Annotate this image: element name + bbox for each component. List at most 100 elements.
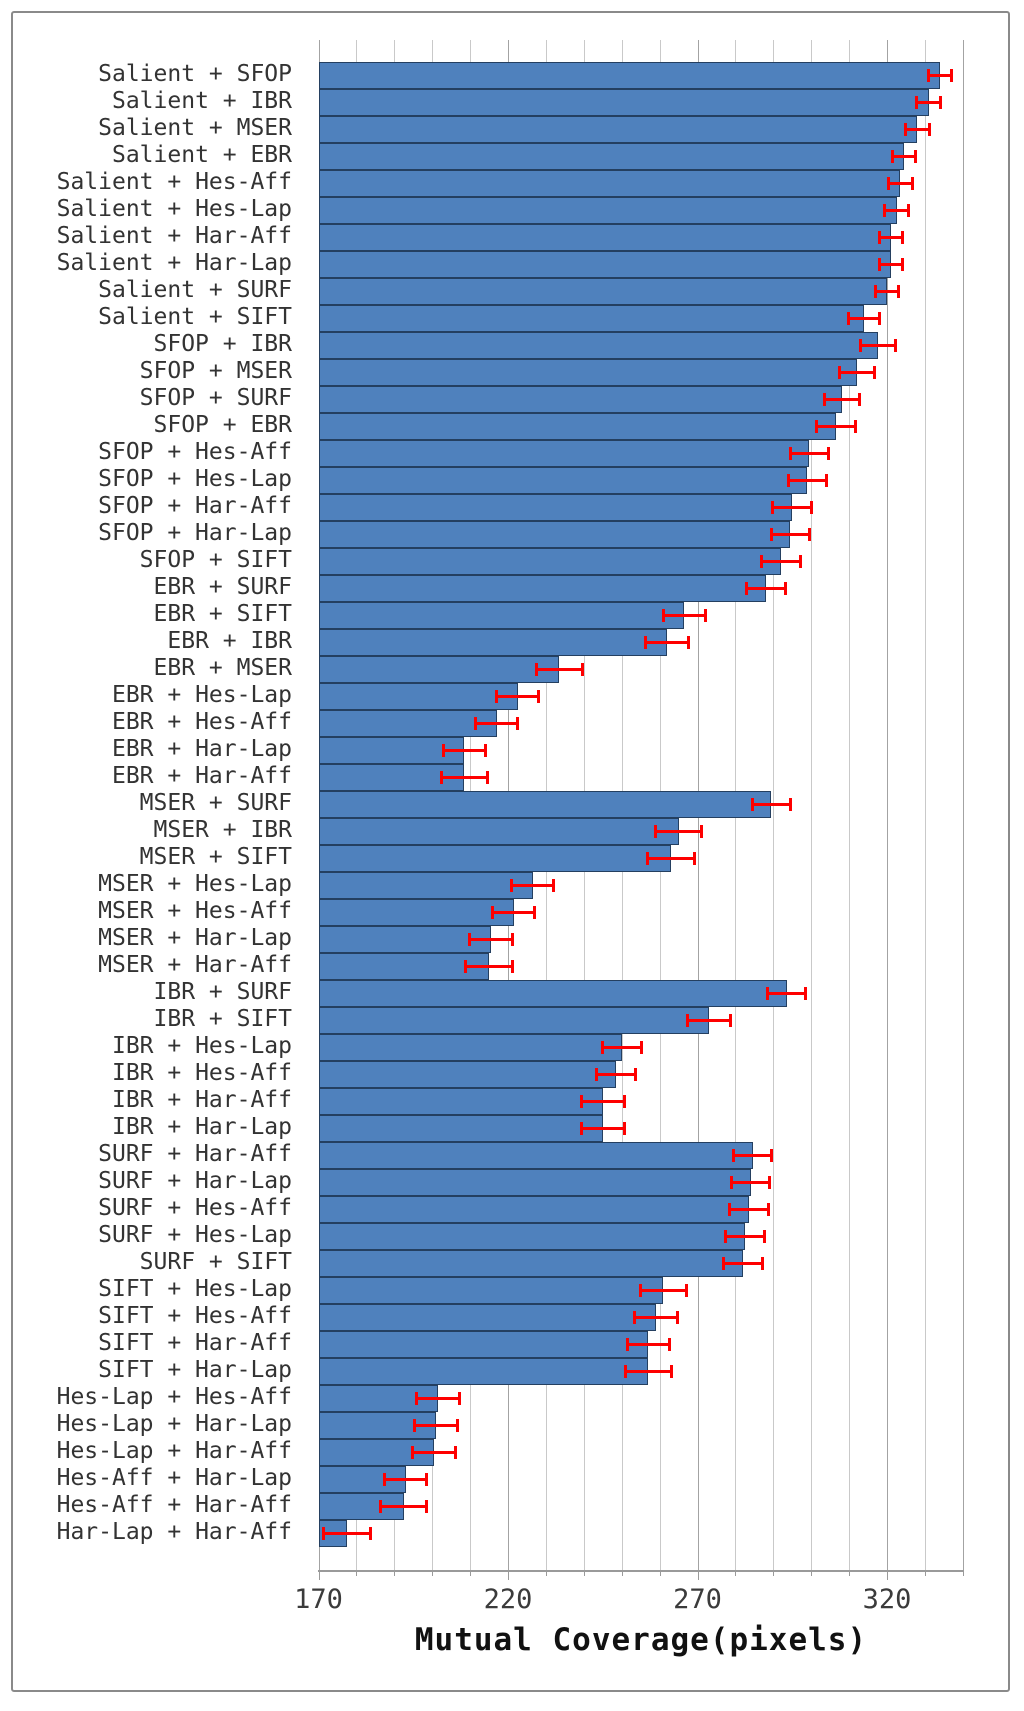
error-bar-right-cap — [853, 420, 857, 433]
error-bar-right-cap — [804, 987, 808, 1000]
bar — [318, 953, 490, 980]
category-label: Hes-Aff + Har-Aff — [56, 1492, 292, 1518]
category-label: SIFT + Har-Aff — [98, 1330, 292, 1356]
error-bar-left-cap — [653, 825, 657, 838]
bar — [318, 1061, 616, 1088]
category-label: Hes-Lap + Hes-Aff — [56, 1384, 292, 1410]
error-bar-right-cap — [878, 312, 882, 325]
error-bar — [600, 1046, 643, 1049]
error-bar — [877, 236, 904, 239]
category-label: SFOP + SURF — [139, 385, 292, 411]
bar — [318, 872, 533, 899]
bar — [318, 980, 787, 1007]
error-bar — [439, 776, 490, 779]
error-bar — [653, 830, 704, 833]
error-bar — [473, 722, 520, 725]
x-axis-minor-tick — [432, 1570, 434, 1576]
bar — [318, 278, 887, 305]
error-bar-right-cap — [484, 744, 488, 757]
error-bar-left-cap — [439, 771, 443, 784]
error-bar — [765, 992, 808, 995]
error-bar-left-cap — [413, 1419, 417, 1432]
category-label: EBR + SURF — [153, 574, 292, 600]
bar — [318, 656, 560, 683]
x-axis-minor-tick — [735, 1570, 737, 1576]
bar — [318, 89, 929, 116]
error-bar-right-cap — [914, 150, 918, 163]
x-axis-minor-tick — [356, 1570, 358, 1576]
error-bar-right-cap — [893, 339, 897, 352]
error-bar-right-cap — [622, 1122, 626, 1135]
error-bar-left-cap — [815, 420, 818, 433]
error-bar-left-cap — [847, 312, 851, 325]
bar — [318, 1304, 656, 1331]
bar — [318, 602, 685, 629]
error-bar — [379, 1505, 429, 1508]
error-bar-right-cap — [692, 852, 696, 865]
error-bar — [822, 398, 861, 401]
bar — [318, 1358, 649, 1385]
error-bar — [382, 1478, 429, 1481]
category-label: EBR + Har-Lap — [111, 736, 292, 762]
error-bar-right-cap — [486, 771, 490, 784]
error-bar-right-cap — [910, 177, 914, 190]
error-bar — [724, 1235, 766, 1238]
error-bar-right-cap — [770, 1149, 774, 1162]
category-label: EBR + Har-Aff — [111, 763, 292, 789]
bar — [318, 548, 781, 575]
error-bar-left-cap — [623, 1365, 627, 1378]
error-bar — [750, 803, 793, 806]
error-bar — [722, 1262, 764, 1265]
error-bar-left-cap — [724, 1230, 727, 1243]
x-axis-major-tick — [508, 1570, 509, 1580]
error-bar — [760, 560, 802, 563]
x-axis-tick-label: 170 — [294, 1584, 343, 1615]
error-bar-right-cap — [939, 96, 942, 109]
error-bar-left-cap — [822, 393, 826, 406]
error-bar-left-cap — [750, 798, 754, 811]
error-bar-left-cap — [926, 69, 930, 82]
bar — [318, 224, 891, 251]
category-label: SURF + Har-Aff — [98, 1141, 292, 1167]
error-bar-right-cap — [906, 204, 910, 217]
category-label: SURF + Hes-Lap — [98, 1222, 292, 1248]
error-bar — [580, 1100, 626, 1103]
bar — [318, 1196, 749, 1223]
bar — [318, 332, 878, 359]
error-bar — [644, 641, 690, 644]
error-bar-right-cap — [872, 366, 876, 379]
bar — [318, 386, 842, 413]
error-bar — [771, 506, 814, 509]
error-bar-right-cap — [685, 1284, 688, 1297]
error-bar-left-cap — [441, 744, 445, 757]
category-label: Salient + MSER — [98, 115, 292, 141]
error-bar-left-cap — [744, 582, 748, 595]
x-axis-line — [317, 1570, 964, 1572]
error-bar-left-cap — [786, 474, 790, 487]
error-bar-right-cap — [927, 123, 931, 136]
error-bar-right-cap — [950, 69, 954, 82]
x-axis-minor-tick — [394, 1570, 396, 1576]
error-bar-left-cap — [473, 717, 477, 730]
error-bar-right-cap — [686, 636, 690, 649]
error-bar-left-cap — [644, 636, 648, 649]
error-bar-right-cap — [857, 393, 861, 406]
error-bar-right-cap — [510, 933, 514, 946]
category-label: IBR + Hes-Aff — [111, 1060, 292, 1086]
bar — [318, 629, 668, 656]
category-label: Salient + SIFT — [98, 304, 292, 330]
bar — [318, 251, 891, 278]
error-bar-right-cap — [700, 825, 704, 838]
category-label: SURF + Hes-Aff — [98, 1195, 292, 1221]
error-bar — [633, 1316, 679, 1319]
error-bar — [441, 749, 488, 752]
category-label: IBR + Har-Aff — [111, 1087, 292, 1113]
error-bar-left-cap — [771, 501, 775, 514]
error-bar — [788, 452, 831, 455]
error-bar-left-cap — [731, 1149, 735, 1162]
error-bar — [623, 1370, 673, 1373]
category-label: MSER + SURF — [139, 790, 292, 816]
bar — [318, 413, 836, 440]
x-axis-minor-tick — [583, 1570, 585, 1576]
